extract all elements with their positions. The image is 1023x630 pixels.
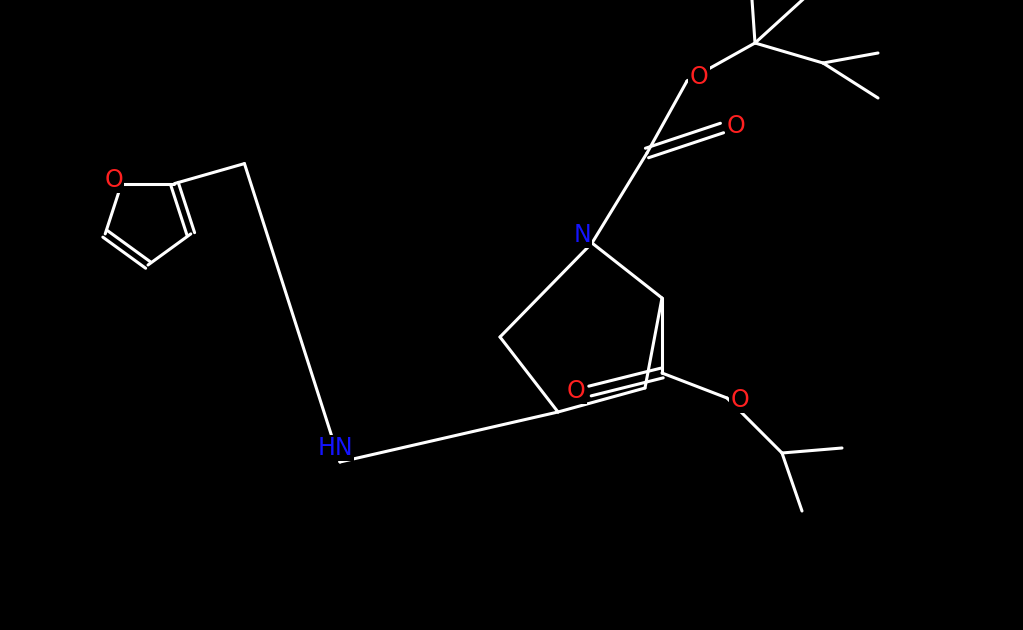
Text: O: O — [690, 65, 708, 89]
Text: N: N — [573, 223, 591, 247]
Text: O: O — [567, 379, 585, 403]
Text: HN: HN — [317, 436, 353, 460]
Text: O: O — [104, 168, 123, 192]
Text: O: O — [730, 388, 750, 412]
Text: O: O — [726, 114, 746, 138]
